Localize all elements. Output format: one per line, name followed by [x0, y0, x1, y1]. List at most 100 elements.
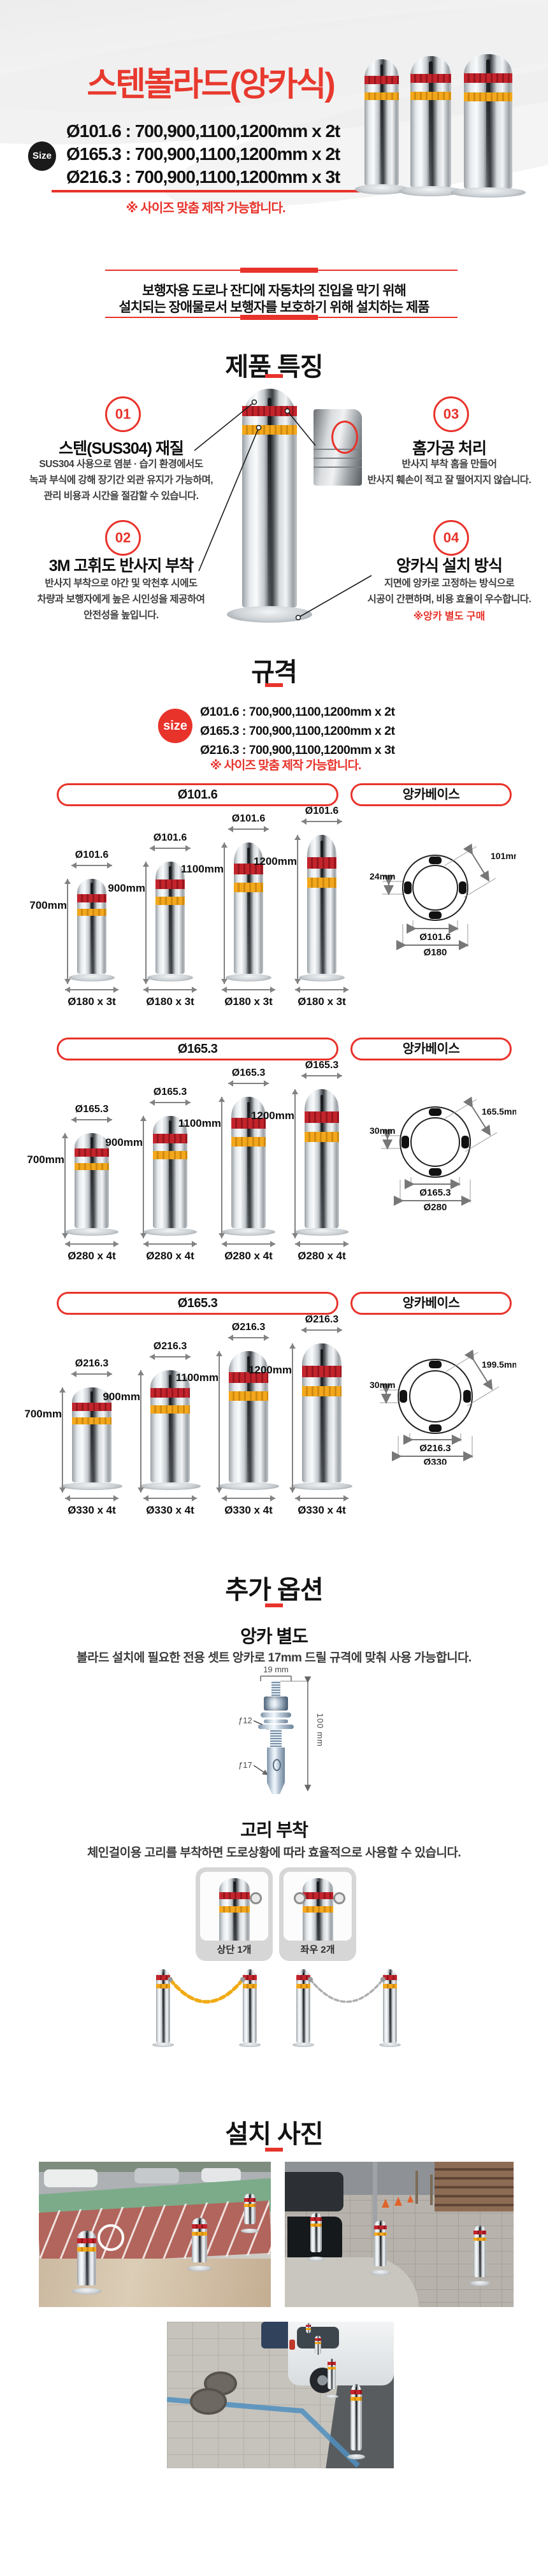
diagram-height-label: 900mm [103, 1391, 140, 1403]
height-arrow [64, 879, 71, 984]
diameter-arrow [71, 1371, 112, 1377]
diagram-bollard [221, 1097, 276, 1236]
diagram-bollard [291, 1343, 353, 1490]
chain-demo-bollard [379, 1969, 401, 2047]
chain-ring-icon [294, 1892, 306, 1904]
hero-red-underline [52, 190, 359, 192]
height-arrow [294, 835, 301, 984]
diagram-bollard [69, 879, 115, 981]
groove-closeup-photo [314, 409, 362, 486]
install-heading: 설치 사진 [225, 2120, 323, 2148]
diagram-base-label: Ø330 x 4t [146, 1504, 194, 1516]
diameter-arrow [150, 845, 191, 851]
base-arrow [65, 987, 119, 993]
custom-size-note: ※ 사이즈 맞춤 제작 가능합니다. [126, 201, 285, 215]
product-photo-bollard [354, 59, 409, 194]
diagram-diameter-label: Ø216.3 [231, 1322, 266, 1333]
hook-card-label: 상단 1개 [217, 1944, 252, 1955]
diagram-diameter-label: Ø216.3 [153, 1341, 187, 1352]
base-arrow [295, 1241, 349, 1247]
photo-car [44, 2169, 97, 2187]
diagram-base-label: Ø280 x 4t [224, 1250, 273, 1262]
diagram-diameter-label: Ø165.3 [231, 1067, 266, 1078]
svg-text:Ø330: Ø330 [424, 1457, 447, 1465]
feature-number-badge: 01 [105, 396, 141, 432]
diagram-height-label: 700mm [24, 1408, 62, 1420]
intro-line: 설치되는 장애물로서 보행자를 보호하기 위해 설치하는 제품 [119, 300, 429, 315]
svg-text:30mm: 30mm [370, 1125, 395, 1136]
diagram-height-label: 900mm [108, 882, 145, 894]
diameter-arrow [71, 1117, 112, 1123]
specs-size-line: Ø101.6 : 700,900,1100,1200mm x 2t [200, 705, 395, 719]
size-spec-list: Ø101.6 : 700,900,1100,1200mm x 2t Ø165.3… [66, 120, 366, 189]
specs-custom-note: ※ 사이즈 맞춤 제작 가능합니다. [210, 759, 362, 772]
feature-number-badge: 04 [433, 520, 469, 556]
svg-text:Ø165.3: Ø165.3 [419, 1187, 451, 1198]
diagram-height-label: 1200mm [250, 1110, 294, 1122]
diagram-diameter-label: Ø101.6 [231, 813, 266, 824]
diameter-arrow [301, 1327, 342, 1333]
diagram-diameter-label: Ø101.6 [305, 806, 339, 816]
spec-anchor-header: 앙카베이스 [350, 783, 512, 806]
photo-disabled-symbol [97, 2224, 124, 2251]
diagram-bollard [299, 835, 345, 981]
size-spec-line: Ø165.3 : 700,900,1100,1200mm x 2t [66, 144, 340, 164]
diagram-base-label: Ø330 x 4t [224, 1504, 273, 1516]
page-title: 스텐볼라드(앙카식) [87, 66, 335, 103]
diagram-height-label: 900mm [105, 1136, 143, 1148]
diagram-diameter-label: Ø165.3 [305, 1060, 339, 1071]
diagram-diameter-label: Ø101.6 [75, 850, 109, 860]
chain-demo-bollard [152, 1969, 175, 2047]
product-photo-bollard [450, 54, 526, 198]
height-arrow [138, 1370, 144, 1493]
photo-car [134, 2168, 179, 2183]
size-badge: Size [28, 141, 56, 171]
chain-curves [168, 1977, 386, 2004]
spec-row-header: Ø165.3 [57, 1292, 338, 1315]
bolt-dim-body: ƒ17 [238, 1760, 252, 1770]
hook-card-bollard [219, 1878, 250, 1941]
svg-text:Ø216.3: Ø216.3 [419, 1443, 451, 1454]
diameter-arrow [301, 818, 342, 825]
diagram-height-label: 1100mm [178, 1117, 221, 1129]
diagram-bollard [294, 1089, 349, 1236]
svg-text:30mm: 30mm [370, 1380, 395, 1390]
diagram-bollard [143, 1116, 198, 1236]
anchor-bolt-diagram: 19 mm 100 mm ƒ12 ƒ17 [224, 1665, 396, 1798]
size-spec-line: Ø101.6 : 700,900,1100,1200mm x 2t [66, 121, 340, 141]
photo-cone [382, 2199, 389, 2208]
intro-line: 보행자용 도로나 잔디에 자동차의 진입을 막기 위해 [142, 284, 407, 298]
hook-card-top: 상단 1개 [196, 1867, 273, 1961]
install-photo-1 [39, 2162, 271, 2307]
diagram-height-label: 1100mm [175, 1371, 219, 1384]
intro-divider-top [105, 268, 458, 273]
diagram-base-label: Ø330 x 4t [68, 1504, 116, 1516]
height-arrow [62, 1133, 68, 1238]
base-arrow [143, 1241, 197, 1247]
height-arrow [219, 1097, 225, 1238]
feature-bollard-image [226, 389, 313, 623]
diagram-bollard [64, 1133, 119, 1236]
specs-size-list: Ø101.6 : 700,900,1100,1200mm x 2t Ø165.3… [200, 702, 404, 760]
diagram-height-label: 1200mm [248, 1364, 292, 1376]
diagram-bollard [217, 1351, 280, 1490]
chain-ring-icon [250, 1892, 262, 1904]
silver-chain [309, 1978, 384, 2003]
feature-description: SUS304 사용으로 염분 · 습기 환경에서도 녹과 부식에 강해 장기간 … [29, 459, 213, 502]
feature-title: 스텐(SUS304) 재질 [59, 440, 184, 458]
spec-anchor-header: 앙카베이스 [350, 1038, 512, 1060]
feature-description: 지면에 앙카로 고정하는 방식으로 시공이 간편하며, 비용 효율이 우수합니다… [367, 578, 531, 605]
photo-car [285, 2172, 343, 2211]
anchor-base-diagram: 165.5mm 30mm Ø165.3 Ø280 [370, 1096, 516, 1210]
anchor-option-title: 앙카 별도 [240, 1626, 308, 1646]
spec-anchor-header: 앙카베이스 [350, 1292, 512, 1315]
diameter-arrow [301, 1073, 342, 1079]
photo-cone [394, 2197, 402, 2206]
height-arrow [143, 862, 149, 984]
height-arrow [289, 1343, 296, 1493]
diagram-diameter-label: Ø165.3 [153, 1087, 187, 1097]
diagram-base-label: Ø280 x 4t [68, 1250, 116, 1262]
features-heading-dash [265, 374, 283, 378]
diagram-bollard [226, 843, 271, 981]
